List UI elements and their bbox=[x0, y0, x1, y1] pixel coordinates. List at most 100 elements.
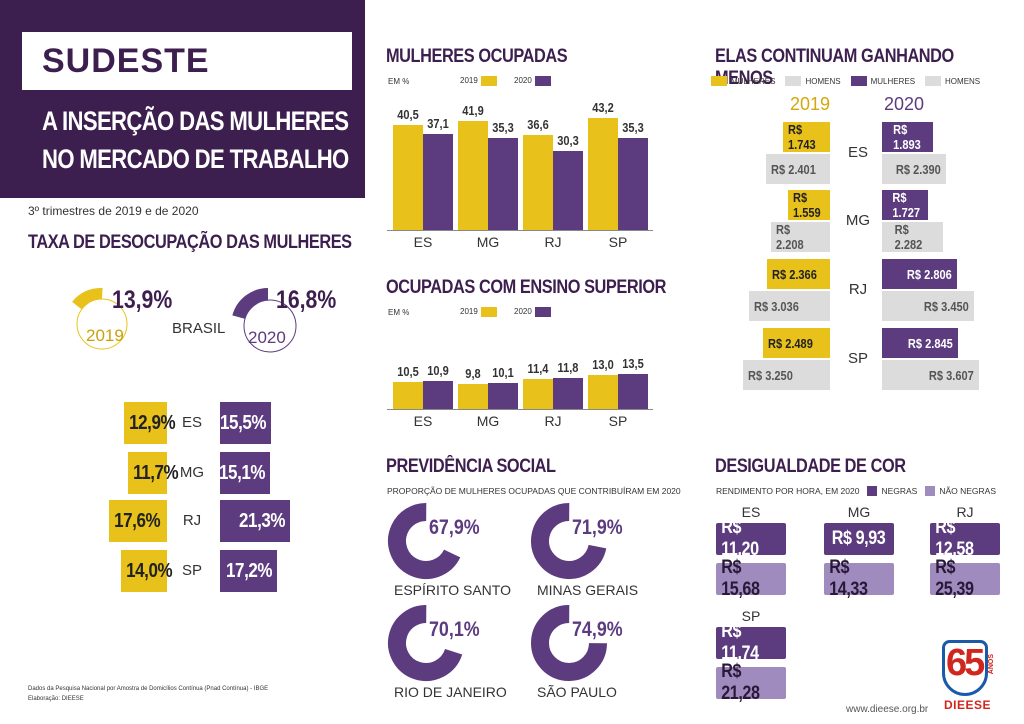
state-label: SP bbox=[181, 562, 202, 579]
earnings-men-2019-value: R$ 2.208 bbox=[776, 222, 804, 252]
legend-men-2020: HOMENS bbox=[945, 76, 981, 86]
footer-credit: Elaboração: DIEESE bbox=[28, 696, 84, 702]
bar-2020-RJ bbox=[553, 151, 583, 230]
earnings-women-2019-value: R$ 2.366 bbox=[772, 266, 817, 282]
color-gap-nonblack-value: R$ 14,33 bbox=[824, 557, 894, 600]
state-label: RJ bbox=[182, 512, 202, 529]
legend-nonblack-swatch bbox=[925, 486, 936, 496]
earnings-women-2020-bar: R$ 2.806 bbox=[882, 259, 957, 289]
brasil-2020-gauge bbox=[232, 288, 297, 353]
color-gap-state: RJ bbox=[956, 504, 974, 520]
state-label: MG bbox=[179, 464, 205, 481]
pension-donut-arc bbox=[388, 503, 464, 579]
x-axis-line bbox=[387, 230, 653, 231]
pension-state-name: ESPÍRITO SANTO bbox=[394, 582, 511, 598]
color-gap-state: MG bbox=[847, 504, 871, 520]
brasil-label: BRASIL bbox=[172, 320, 226, 337]
pension-donut bbox=[388, 605, 464, 681]
color-gap-legend: RENDIMENTO POR HORA, EM 2020 NEGRAS NÃO … bbox=[716, 486, 996, 496]
unemployment-title: TAXA DE DESOCUPAÇÃO DAS MULHERES bbox=[28, 232, 352, 253]
value-label-2019-MG: 9,8 bbox=[465, 366, 481, 381]
bar-2019-RJ bbox=[523, 379, 553, 409]
legend-men-2020-swatch bbox=[925, 76, 942, 86]
earnings-women-2020-bar: R$ 1.893 bbox=[882, 122, 933, 152]
page-title: SUDESTE bbox=[42, 42, 210, 80]
x-label-ES: ES bbox=[413, 413, 433, 429]
earnings-state-label: RJ bbox=[848, 281, 868, 298]
earnings-women-2019-bar: R$ 1.559 bbox=[788, 190, 830, 220]
color-gap-nonblack-text: R$ 25,39 bbox=[935, 557, 974, 600]
color-gap-black-value: R$ 9,93 bbox=[824, 523, 894, 555]
unemployment-2020-bar: 17,2% bbox=[220, 550, 277, 592]
unemployment-2020-bar: 15,5% bbox=[220, 402, 271, 444]
value-label-2020-RJ: 11,8 bbox=[557, 360, 579, 375]
unemployment-2020-bar: 21,3% bbox=[220, 500, 290, 542]
period-text: 3º trimestres de 2019 e de 2020 bbox=[28, 204, 199, 218]
brasil-2020-value: 16,8% bbox=[276, 286, 337, 314]
pension-donut bbox=[531, 605, 607, 681]
bar-2019-SP bbox=[588, 375, 618, 409]
color-gap-subtitle: RENDIMENTO POR HORA, EM 2020 bbox=[716, 486, 860, 496]
earnings-women-2019-bar: R$ 1.743 bbox=[783, 122, 830, 152]
x-axis-line bbox=[387, 409, 653, 410]
unemployment-2020-bar: 15,1% bbox=[219, 452, 270, 494]
color-gap-black-value: R$ 11,20 bbox=[716, 517, 786, 560]
unemployment-2019-value: 12,9% bbox=[129, 411, 176, 434]
legend-black: NEGRAS bbox=[881, 486, 918, 496]
color-gap-black-text: R$ 9,93 bbox=[832, 528, 886, 549]
earnings-men-2020-value: R$ 2.282 bbox=[894, 222, 923, 252]
unemployment-2019-bar: 11,7% bbox=[128, 452, 179, 494]
logo-name: DIEESE bbox=[944, 698, 992, 712]
earnings-women-2019-bar: R$ 2.489 bbox=[763, 328, 830, 358]
x-label-RJ: RJ bbox=[544, 413, 562, 429]
color-gap-black-text: R$ 12,58 bbox=[935, 517, 974, 560]
legend-2020-swatch bbox=[534, 307, 551, 317]
bar-2020-MG bbox=[488, 138, 518, 230]
footer-url[interactable]: www.dieese.org.br bbox=[846, 704, 929, 715]
value-label-2020-ES: 37,1 bbox=[427, 116, 449, 131]
color-gap-nonblack-value: R$ 15,68 bbox=[716, 557, 786, 600]
brasil-2020-year: 2020 bbox=[248, 328, 286, 347]
bar-2020-MG bbox=[488, 383, 518, 409]
earnings-men-2019-value: R$ 3.250 bbox=[748, 367, 793, 383]
chart1-unit: EM % bbox=[388, 77, 410, 86]
bar-2020-RJ bbox=[553, 378, 583, 409]
bar-2019-ES bbox=[393, 382, 423, 409]
pension-subtitle: PROPORÇÃO DE MULHERES OCUPADAS QUE CONTR… bbox=[387, 486, 681, 496]
earnings-women-2019-value: R$ 1.743 bbox=[788, 122, 816, 152]
legend-black-swatch bbox=[867, 486, 878, 496]
x-label-ES: ES bbox=[413, 234, 433, 250]
earnings-year-2020: 2020 bbox=[884, 94, 925, 114]
bar-2020-ES bbox=[423, 134, 453, 230]
value-label-2020-MG: 10,1 bbox=[492, 365, 514, 380]
earnings-men-2019-bar: R$ 3.250 bbox=[743, 360, 830, 390]
x-label-RJ: RJ bbox=[544, 234, 562, 250]
page-subtitle-line1: A INSERÇÃO DAS MULHERES bbox=[42, 106, 349, 136]
legend-women-2020-swatch bbox=[850, 76, 867, 86]
unemployment-2020-value: 21,3% bbox=[238, 509, 286, 532]
legend-women-2019: MULHERES bbox=[731, 76, 776, 86]
value-label-2019-ES: 10,5 bbox=[397, 364, 419, 379]
title-box bbox=[22, 32, 352, 90]
bar-2020-SP bbox=[618, 374, 648, 409]
brasil-2019-value: 13,9% bbox=[112, 286, 173, 314]
chart1-legend-2019: 2019 bbox=[460, 76, 497, 86]
gauge-2020-arc bbox=[232, 288, 269, 322]
earnings-men-2020-bar: R$ 2.390 bbox=[882, 154, 946, 184]
state-label: ES bbox=[181, 414, 202, 431]
earnings-men-2019-value: R$ 2.401 bbox=[771, 161, 816, 177]
pension-state-name: SÃO PAULO bbox=[537, 684, 617, 700]
legend-2019-swatch bbox=[480, 76, 497, 86]
earnings-year-2019: 2019 bbox=[790, 94, 831, 114]
bar-2019-ES bbox=[393, 125, 423, 230]
pension-value: 70,1% bbox=[429, 618, 480, 641]
footer-source: Dados da Pesquisa Nacional por Amostra d… bbox=[28, 686, 269, 692]
color-gap-black-value: R$ 11,74 bbox=[716, 621, 786, 664]
unemployment-2019-value: 11,7% bbox=[133, 461, 179, 484]
unemployment-2019-bar: 12,9% bbox=[124, 402, 176, 444]
color-gap-state: ES bbox=[741, 504, 761, 520]
color-gap-state: SP bbox=[741, 608, 761, 624]
legend-men-2019: HOMENS bbox=[805, 76, 841, 86]
logo-number: 65 bbox=[946, 642, 985, 684]
earnings-women-2020-bar: R$ 2.845 bbox=[882, 328, 958, 358]
